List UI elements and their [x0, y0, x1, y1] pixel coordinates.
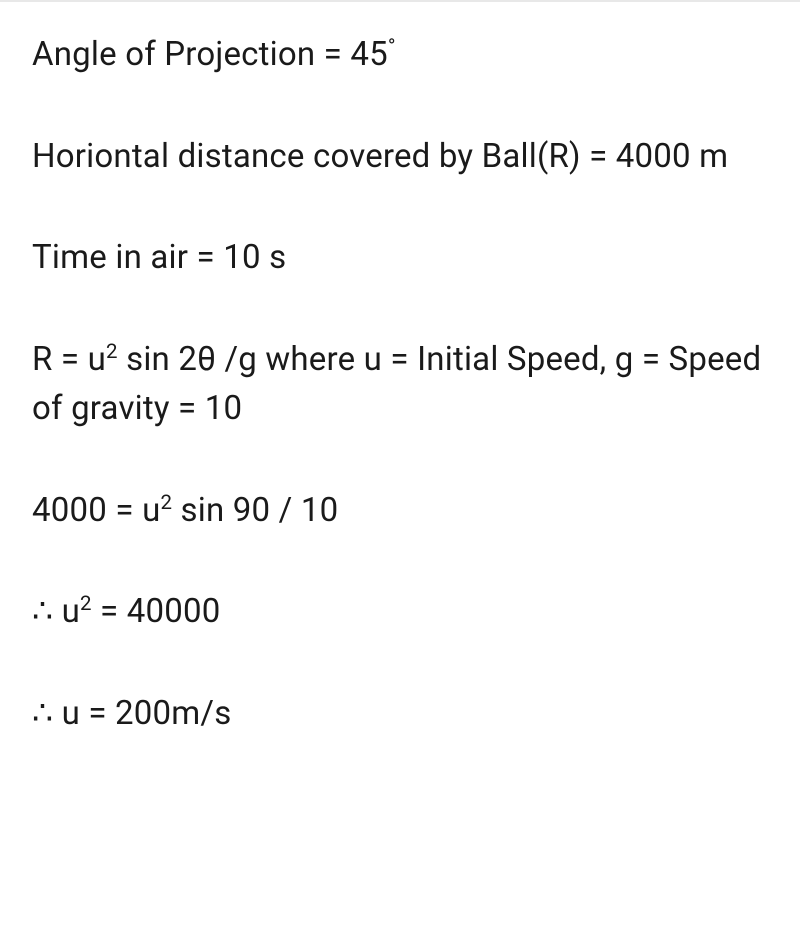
line-time-in-air: Time in air = 10 s — [32, 233, 768, 283]
degree-symbol: ° — [388, 34, 396, 58]
line-u-squared: ∴ u2 = 40000 — [32, 587, 768, 637]
superscript: 2 — [80, 591, 92, 615]
line-angle-of-projection: Angle of Projection = 45° — [32, 30, 768, 80]
line-range-formula: R = u2 sin 2θ /g where u = Initial Speed… — [32, 335, 768, 434]
text: 4000 = u — [32, 491, 160, 530]
line-final-answer: ∴ u = 200m/s — [32, 689, 768, 739]
line-horizontal-distance: Horiontal distance covered by Ball(R) = … — [32, 132, 768, 182]
superscript: 2 — [106, 339, 118, 363]
text: sin 90 / 10 — [172, 491, 338, 530]
text: ∴ u — [32, 592, 80, 631]
text: = 40000 — [92, 592, 221, 631]
superscript: 2 — [160, 490, 172, 514]
text: Angle of Projection = 45 — [32, 35, 388, 74]
text: sin 2θ /g where u = Initial Speed, g = S… — [32, 340, 761, 429]
text: R = u — [32, 340, 106, 379]
line-substitution: 4000 = u2 sin 90 / 10 — [32, 486, 768, 536]
